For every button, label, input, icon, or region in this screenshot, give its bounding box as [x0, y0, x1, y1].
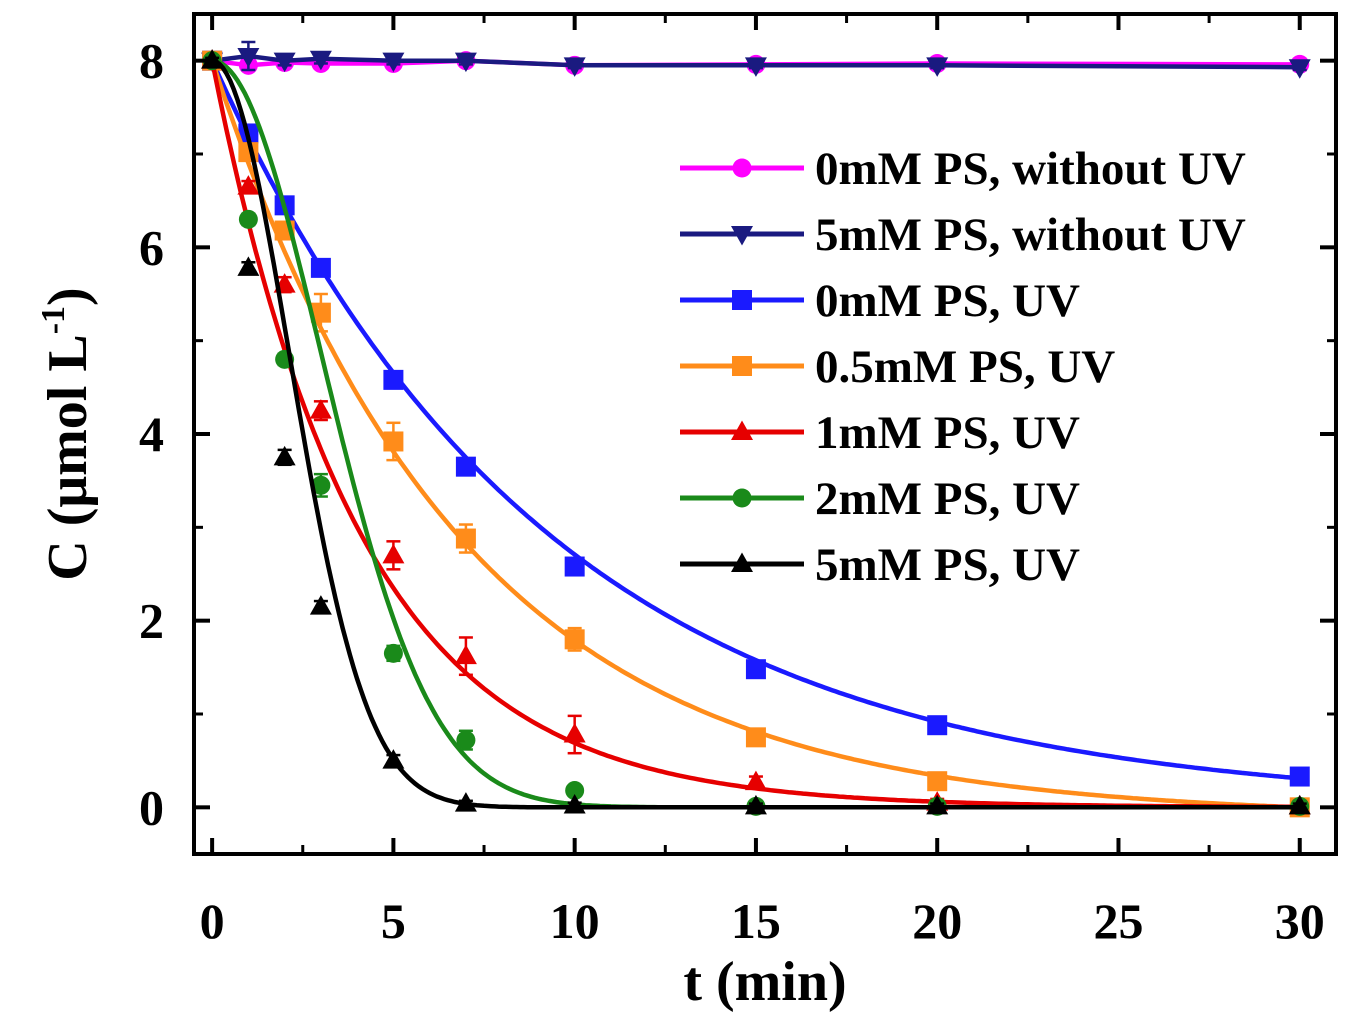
y-tick-label: 8: [139, 33, 164, 89]
legend-item-0: 0mM PS, without UV: [680, 143, 1246, 195]
data-point: [382, 52, 405, 73]
legend-label: 5mM PS, UV: [815, 539, 1080, 591]
data-point: [455, 528, 476, 549]
data-point: [383, 643, 403, 663]
data-point: [1288, 794, 1311, 815]
series-layer: [201, 40, 1311, 818]
y-tick-label: 2: [139, 593, 164, 649]
data-point: [926, 794, 949, 815]
legend-marker: [732, 290, 752, 310]
series-line-1: [211, 53, 1300, 70]
y-tick-label: 0: [139, 779, 164, 835]
data-point: [927, 771, 948, 792]
legend-item-1: 5mM PS, without UV: [680, 209, 1246, 261]
series-6: [201, 49, 1311, 815]
x-tick-label: 5: [381, 893, 406, 949]
data-point: [744, 770, 767, 791]
y-axis-title-sup: -1: [35, 306, 72, 334]
legend-label: 0mM PS, without UV: [815, 143, 1246, 195]
y-axis-title: C (μmol L-1): [35, 287, 99, 580]
legend-marker: [731, 226, 753, 246]
data-point: [238, 209, 258, 229]
legend: 0mM PS, without UV 5mM PS, without UV 0mM …: [680, 143, 1246, 591]
legend-marker: [731, 552, 753, 572]
legend-item-4: 1mM PS, UV: [680, 407, 1080, 459]
legend-marker: [732, 488, 752, 508]
legend-item-2: 0mM PS, UV: [680, 275, 1080, 327]
data-point: [745, 659, 766, 680]
x-tick-label: 10: [550, 893, 600, 949]
y-axis-title-main: C (μmol L: [37, 334, 99, 580]
legend-marker: [731, 420, 753, 440]
data-point: [310, 302, 331, 323]
data-point: [564, 629, 585, 650]
y-tick-label: 6: [139, 219, 164, 275]
x-tick-label: 20: [912, 893, 962, 949]
data-point: [1289, 766, 1310, 787]
data-point: [744, 794, 767, 815]
x-tick-label: 15: [731, 893, 781, 949]
data-point: [1288, 59, 1311, 79]
data-point: [745, 727, 766, 748]
x-tick-label: 25: [1093, 893, 1143, 949]
legend-label: 0.5mM PS, UV: [815, 341, 1115, 393]
data-point: [563, 57, 586, 77]
data-point: [309, 50, 332, 71]
legend-label: 0mM PS, UV: [815, 275, 1080, 327]
data-point: [565, 781, 585, 801]
data-point: [237, 48, 260, 68]
data-point: [383, 431, 404, 452]
data-point: [237, 175, 260, 195]
data-point: [744, 57, 767, 77]
series-1: [201, 40, 1311, 79]
data-point: [454, 52, 477, 73]
y-axis-title-close: ): [37, 287, 99, 306]
legend-label: 2mM PS, UV: [815, 473, 1080, 525]
data-point: [927, 715, 948, 736]
x-tick-label: 0: [200, 893, 225, 949]
legend-marker: [732, 158, 752, 178]
data-point: [454, 644, 477, 665]
data-point: [382, 543, 405, 564]
data-point: [237, 256, 260, 276]
legend-item-3: 0.5mM PS, UV: [680, 341, 1115, 393]
legend-item-5: 2mM PS, UV: [680, 473, 1080, 525]
data-point: [382, 749, 405, 769]
data-point: [309, 595, 332, 615]
data-point: [273, 445, 296, 466]
data-point: [564, 556, 585, 577]
series-2: [202, 50, 1310, 787]
legend-label: 1mM PS, UV: [815, 407, 1080, 459]
data-point: [563, 793, 586, 814]
data-point: [456, 730, 476, 750]
ticks-layer: 0 5 10 15 20 25 30 0 2 4 6 8: [139, 14, 1336, 949]
x-tick-label: 30: [1275, 893, 1325, 949]
data-point: [309, 399, 332, 419]
data-point: [454, 792, 477, 812]
data-point: [455, 456, 476, 477]
x-axis-title: t (min): [683, 951, 846, 1013]
data-point: [926, 57, 949, 77]
data-point: [383, 369, 404, 390]
data-point: [310, 257, 331, 278]
data-point: [311, 475, 331, 495]
data-point: [201, 49, 224, 69]
legend-label: 5mM PS, without UV: [815, 209, 1246, 261]
legend-marker: [732, 356, 752, 376]
legend-item-6: 5mM PS, UV: [680, 539, 1080, 591]
y-tick-label: 4: [139, 406, 164, 462]
data-point: [563, 723, 586, 743]
data-point: [273, 52, 296, 73]
